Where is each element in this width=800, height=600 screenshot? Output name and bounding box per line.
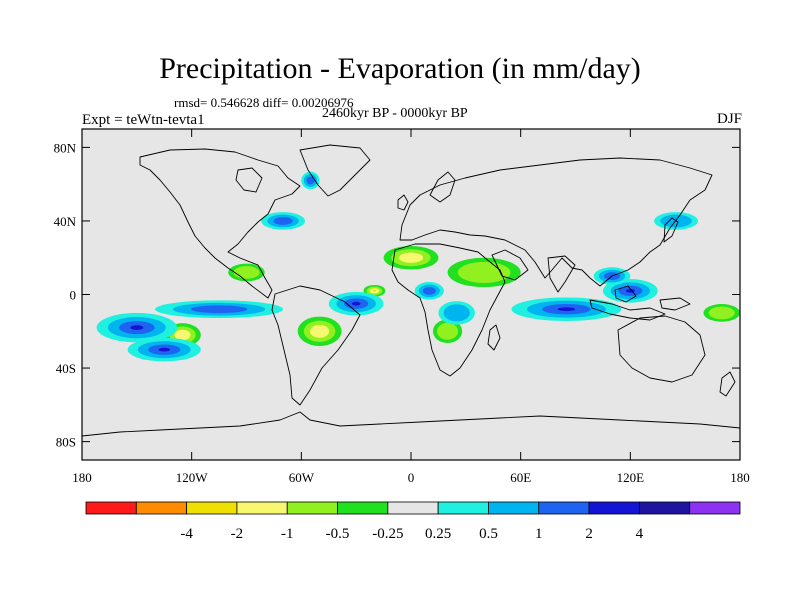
- colorbar-label: 2: [585, 526, 593, 542]
- positive-anomaly-4-level-2: [422, 286, 436, 295]
- negative-anomaly-6-level-1: [708, 306, 735, 320]
- colorbar-label: 0.5: [479, 526, 498, 542]
- lon-tick-label: 120E: [617, 470, 645, 485]
- lon-tick-label: 120W: [176, 470, 209, 485]
- positive-anomaly-1-level-3: [158, 347, 171, 352]
- colorbar-box: [236, 501, 288, 515]
- negative-anomaly-7-level-3: [372, 289, 377, 292]
- colorbar-label: -1: [281, 526, 294, 542]
- stats-line: rmsd= 0.546628 diff= 0.00206976: [174, 95, 354, 110]
- lon-tick-label: 60E: [510, 470, 531, 485]
- lat-tick-label: 40N: [54, 214, 77, 229]
- coastline-india: [547, 255, 576, 293]
- coastline-hudson-bay: [235, 167, 263, 193]
- negative-anomaly-3-level-2: [398, 252, 424, 263]
- colorbar-label: -2: [231, 526, 244, 542]
- colorbar-box: [488, 501, 540, 515]
- coastline-madagascar: [487, 324, 501, 351]
- lon-tick-label: 180: [72, 470, 92, 485]
- coastline-eurasia: [399, 157, 713, 287]
- colorbar-box: [437, 501, 489, 515]
- coastline-british-isles: [397, 194, 409, 211]
- period-label: 2460kyr BP - 0000kyr BP: [322, 106, 468, 121]
- positive-anomaly-2-level-2: [190, 305, 248, 314]
- colorbar-box: [689, 501, 741, 515]
- negative-anomaly-5-level-1: [437, 322, 459, 340]
- coastline-north-america: [139, 148, 301, 299]
- coastline-antarctica: [82, 411, 740, 437]
- colorbar-box: [337, 501, 389, 515]
- colorbar: -4 -2 -1 -0.5 -0.25 0.25 0.5 1 2 4: [85, 501, 741, 542]
- positive-anomaly-3-level-3: [351, 301, 361, 306]
- longitude-axis: 180 120W 60W 0 60E 120E 180: [72, 129, 750, 485]
- negative-anomaly-2-level-1: [457, 261, 511, 284]
- map-title: Precipitation - Evaporation (in mm/day): [159, 52, 641, 85]
- colorbar-label: 1: [535, 526, 543, 542]
- lat-tick-label: 40S: [56, 361, 76, 376]
- coastline-japan: [663, 217, 679, 243]
- lat-tick-label: 80S: [56, 435, 76, 450]
- coastline-australia: [617, 315, 706, 383]
- colorbar-box: [135, 501, 188, 515]
- positive-anomaly-8-level-2: [273, 217, 293, 225]
- experiment-label: Expt = teWtn-tevta1: [82, 112, 205, 128]
- coastline-greenland: [299, 144, 371, 197]
- lat-tick-label: 80N: [54, 140, 77, 155]
- latitude-axis: 80N 40N 0 40S 80S: [54, 140, 740, 450]
- positive-anomaly-11-level-2: [306, 176, 315, 185]
- colorbar-box: [286, 501, 338, 515]
- coastline-scandinavia: [429, 171, 456, 203]
- colorbar-box: [85, 501, 137, 515]
- colorbar-box: [186, 501, 238, 515]
- season-label: DJF: [716, 111, 742, 127]
- positive-anomaly-0-level-3: [130, 325, 144, 330]
- lon-tick-label: 180: [730, 470, 750, 485]
- lon-tick-label: 0: [408, 470, 415, 485]
- negative-anomaly-1-level-2: [309, 324, 330, 338]
- colorbar-label: 4: [636, 526, 644, 542]
- coastline-south-america: [271, 285, 361, 406]
- positive-anomaly-5-level-3: [557, 307, 576, 312]
- coastline-new-zealand: [719, 371, 736, 397]
- colorbar-label: -0.5: [326, 526, 350, 542]
- coastline-arabia: [491, 249, 529, 281]
- colorbar-label: -0.25: [372, 526, 403, 542]
- colorbar-box: [638, 501, 691, 515]
- colorbar-label: -4: [180, 526, 193, 542]
- coastline-new-guinea: [659, 297, 691, 311]
- coastline-africa: [391, 243, 506, 377]
- colorbar-box: [387, 501, 439, 515]
- coastline-layer: [82, 144, 740, 437]
- lat-tick-label: 0: [70, 288, 77, 303]
- coastline-borneo: [614, 285, 637, 303]
- colorbar-label: 0.25: [425, 526, 451, 542]
- colorbar-box: [538, 501, 590, 515]
- positive-anomaly-10-level-1: [443, 304, 470, 322]
- pe-field-layer: [96, 171, 740, 362]
- lon-tick-label: 60W: [289, 470, 315, 485]
- negative-anomaly-0-level-2: [174, 329, 191, 341]
- colorbar-box: [588, 501, 640, 515]
- negative-anomaly-4-level-1: [233, 266, 260, 279]
